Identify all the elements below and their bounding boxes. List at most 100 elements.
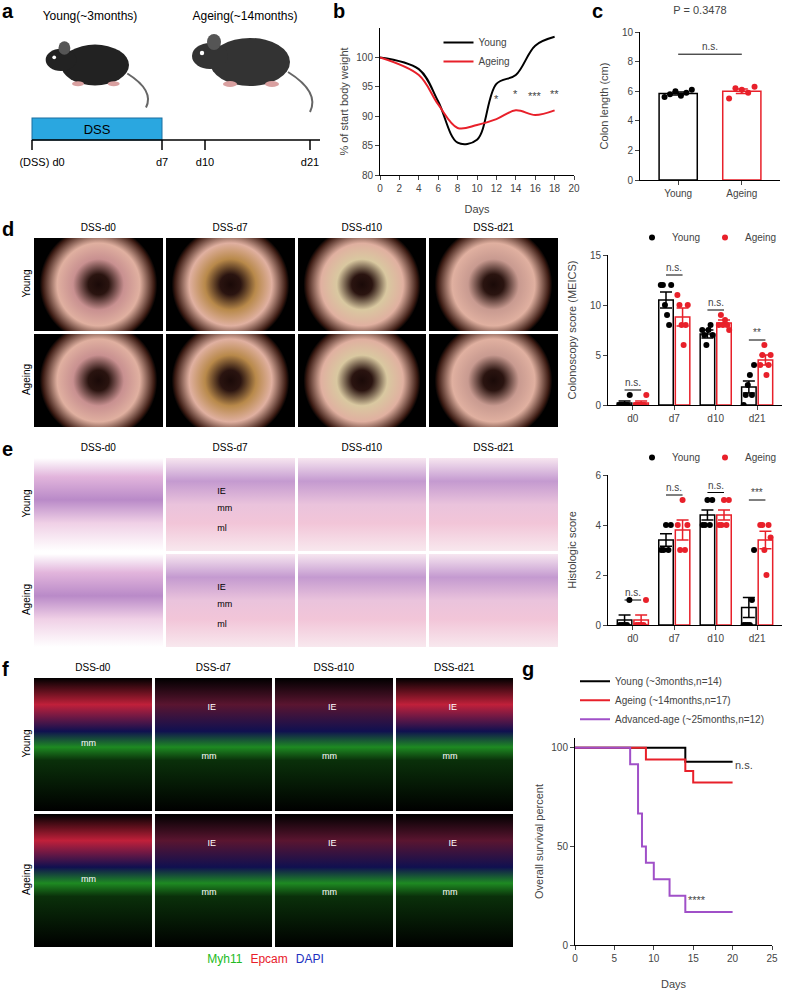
svg-text:15: 15 [688,953,700,964]
svg-text:2: 2 [595,570,601,581]
svg-text:95: 95 [362,81,374,92]
svg-text:Colonoscopy score (MEICS): Colonoscopy score (MEICS) [566,261,578,400]
svg-text:Advanced-age (~25months,n=12): Advanced-age (~25months,n=12) [615,714,764,725]
svg-text:d21: d21 [749,633,766,644]
svg-text:Ageing: Ageing [745,232,776,243]
svg-text:d10: d10 [707,413,724,424]
svg-text:Young: Young [672,232,700,243]
svg-text:18: 18 [549,183,561,194]
svg-text:20: 20 [727,953,739,964]
svg-text:10: 10 [471,183,483,194]
svg-text:(DSS) d0: (DSS) d0 [19,156,64,168]
svg-text:d0: d0 [627,633,639,644]
svg-text:Young(~3months): Young(~3months) [43,9,138,23]
svg-text:10: 10 [648,953,660,964]
svg-text:n.s.: n.s. [666,482,682,493]
svg-text:4: 4 [627,115,633,126]
svg-text:12: 12 [491,183,503,194]
html-text:d: d [2,218,15,240]
svg-text:5: 5 [595,350,601,361]
svg-text:n.s.: n.s. [666,262,682,273]
svg-text:*: * [513,88,518,100]
svg-text:Young: Young [479,37,507,48]
svg-text:100: 100 [356,52,373,63]
svg-text:Colon length (cm): Colon length (cm) [598,63,610,150]
svg-text:50: 50 [557,841,569,852]
svg-text:Days: Days [464,203,490,215]
svg-text:Days: Days [661,978,687,990]
html-text:e: e [2,438,14,460]
svg-text:**: ** [753,327,761,338]
svg-text:***: *** [528,90,542,102]
svg-text:20: 20 [568,183,580,194]
svg-text:n.s.: n.s. [702,41,718,52]
svg-text:% of start body weight: % of start body weight [338,47,350,155]
svg-text:P = 0.3478: P = 0.3478 [673,4,726,16]
svg-text:**: ** [550,88,559,100]
svg-text:d0: d0 [627,413,639,424]
svg-text:n.s.: n.s. [708,480,724,491]
svg-text:15: 15 [590,250,602,261]
svg-text:Ageing: Ageing [745,452,776,463]
html-text:a: a [2,0,14,22]
svg-text:100: 100 [551,742,568,753]
html-text:Young: Young [20,269,32,297]
html-text:b: b [333,0,346,22]
svg-text:25: 25 [766,953,778,964]
svg-text:Overall survival percent: Overall survival percent [533,784,545,899]
svg-text:d7: d7 [669,413,681,424]
svg-text:8: 8 [455,183,461,194]
svg-text:****: **** [688,894,706,906]
svg-text:6: 6 [435,183,441,194]
html-text:Young: Young [20,489,32,517]
svg-text:Young: Young [672,452,700,463]
html-text:Ageing: Ageing [20,363,32,395]
svg-text:d7: d7 [156,156,168,168]
svg-text:10: 10 [622,27,634,38]
svg-text:4: 4 [595,520,601,531]
svg-text:2: 2 [397,183,403,194]
svg-text:***: *** [751,487,763,498]
html-text:g: g [522,658,535,680]
svg-text:6: 6 [627,86,633,97]
html-text:Epcam: Epcam [250,952,288,966]
svg-text:Young: Young [664,188,692,199]
svg-text:0: 0 [595,620,601,631]
svg-text:*: * [494,93,499,105]
html-text:Myh11: Myh11 [207,952,243,966]
svg-text:d21: d21 [749,413,766,424]
html-text:DAPI: DAPI [295,952,324,966]
svg-text:80: 80 [362,170,374,181]
svg-text:Histologic score: Histologic score [566,511,578,589]
svg-text:90: 90 [362,111,374,122]
svg-text:8: 8 [627,56,633,67]
svg-text:Ageing: Ageing [726,188,757,199]
svg-text:0: 0 [572,953,578,964]
svg-text:d21: d21 [301,156,319,168]
svg-text:d10: d10 [707,633,724,644]
svg-text:Ageing (~14months,n=17): Ageing (~14months,n=17) [615,695,731,706]
svg-text:2: 2 [627,145,633,156]
svg-text:0: 0 [562,940,568,951]
svg-text:n.s.: n.s. [625,587,641,598]
svg-text:Young (~3months,n=14): Young (~3months,n=14) [615,676,722,687]
svg-text:0: 0 [595,400,601,411]
svg-text:n.s.: n.s. [735,759,753,771]
svg-text:Ageing: Ageing [479,56,510,67]
svg-text:d7: d7 [669,633,681,644]
html-text:Ageing: Ageing [20,583,32,615]
svg-text:16: 16 [530,183,542,194]
svg-text:n.s.: n.s. [625,377,641,388]
svg-text:d10: d10 [196,156,214,168]
svg-text:5: 5 [612,953,618,964]
svg-text:Ageing(~14months): Ageing(~14months) [192,9,297,23]
svg-text:85: 85 [362,140,374,151]
svg-text:14: 14 [510,183,522,194]
svg-text:6: 6 [595,470,601,481]
svg-text:0: 0 [627,175,633,186]
svg-text:n.s.: n.s. [708,297,724,308]
svg-text:DSS: DSS [84,122,111,137]
svg-text:0: 0 [377,183,383,194]
svg-text:4: 4 [416,183,422,194]
svg-text:10: 10 [590,300,602,311]
